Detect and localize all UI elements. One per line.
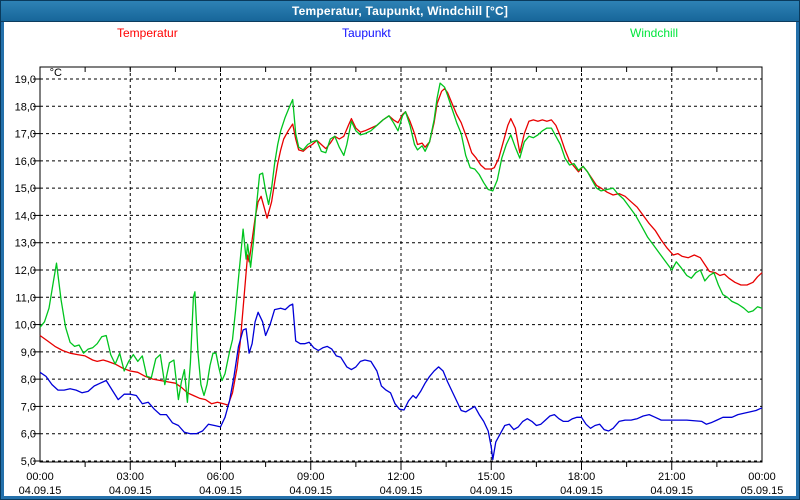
y-tick-label: 18,0 [15, 101, 36, 113]
x-tick-time-label: 09:00 [297, 471, 325, 483]
y-tick-label: 5,0 [21, 456, 36, 468]
x-tick-time-label: 00:00 [26, 471, 54, 483]
series-taupunkt [39, 303, 763, 461]
chart-legend: Temperatur Taupunkt Windchill [4, 24, 796, 42]
y-axis-unit-label: °C [50, 67, 62, 79]
x-tick-date-label: 04.09.15 [19, 485, 62, 496]
plot-border [39, 66, 763, 463]
y-tick-label: 11,0 [15, 292, 36, 304]
x-tick-time-label: 12:00 [387, 471, 415, 483]
x-tick-date-label: 04.09.15 [289, 485, 332, 496]
x-tick-date-label: 04.09.15 [380, 485, 423, 496]
chart-canvas: 19,0 18,0 17,0 16,0 15,0 14,0 13,0 12,0 11,0 10,0… [15, 66, 784, 496]
y-tick-label: 10,0 [15, 320, 36, 332]
y-tick-label: 16,0 [15, 156, 36, 168]
x-tick-date-label: 04.09.15 [109, 485, 152, 496]
y-tick-label: 9,0 [21, 347, 36, 359]
y-tick-label: 19,0 [15, 74, 36, 86]
x-tick-date-label: 04.09.15 [650, 485, 693, 496]
y-tick-label: 6,0 [21, 429, 36, 441]
y-tick-label: 13,0 [15, 238, 36, 250]
legend-windchill: Windchill [630, 26, 679, 40]
x-tick-time-label: 15:00 [477, 471, 505, 483]
legend-taupunkt: Taupunkt [342, 26, 391, 40]
legend-temperatur: Temperatur [117, 26, 178, 40]
x-tick-time-label: 03:00 [116, 471, 144, 483]
title-bar: Temperatur, Taupunkt, Windchill [°C] [1, 1, 799, 22]
window-title: Temperatur, Taupunkt, Windchill [°C] [291, 4, 509, 18]
x-tick-time-label: 21:00 [658, 471, 686, 483]
x-tick-time-label: 06:00 [207, 471, 235, 483]
series-windchill [39, 82, 763, 403]
x-tick-time-label: 18:00 [568, 471, 596, 483]
y-tick-label: 15,0 [15, 183, 36, 195]
x-tick-time-label: 00:00 [748, 471, 776, 483]
y-tick-label: 7,0 [21, 401, 36, 413]
x-tick-date-label: 04.09.15 [560, 485, 603, 496]
y-tick-label: 17,0 [15, 129, 36, 141]
x-tick-date-label: 05.09.15 [741, 485, 784, 496]
y-tick-label: 12,0 [15, 265, 36, 277]
x-tick-date-label: 04.09.15 [199, 485, 242, 496]
y-tick-label: 8,0 [21, 374, 36, 386]
y-tick-label: 14,0 [15, 210, 36, 222]
chart-panel: Temperatur Taupunkt Windchill 19,0 18,0 17… [4, 22, 796, 496]
x-tick-date-label: 04.09.15 [470, 485, 513, 496]
